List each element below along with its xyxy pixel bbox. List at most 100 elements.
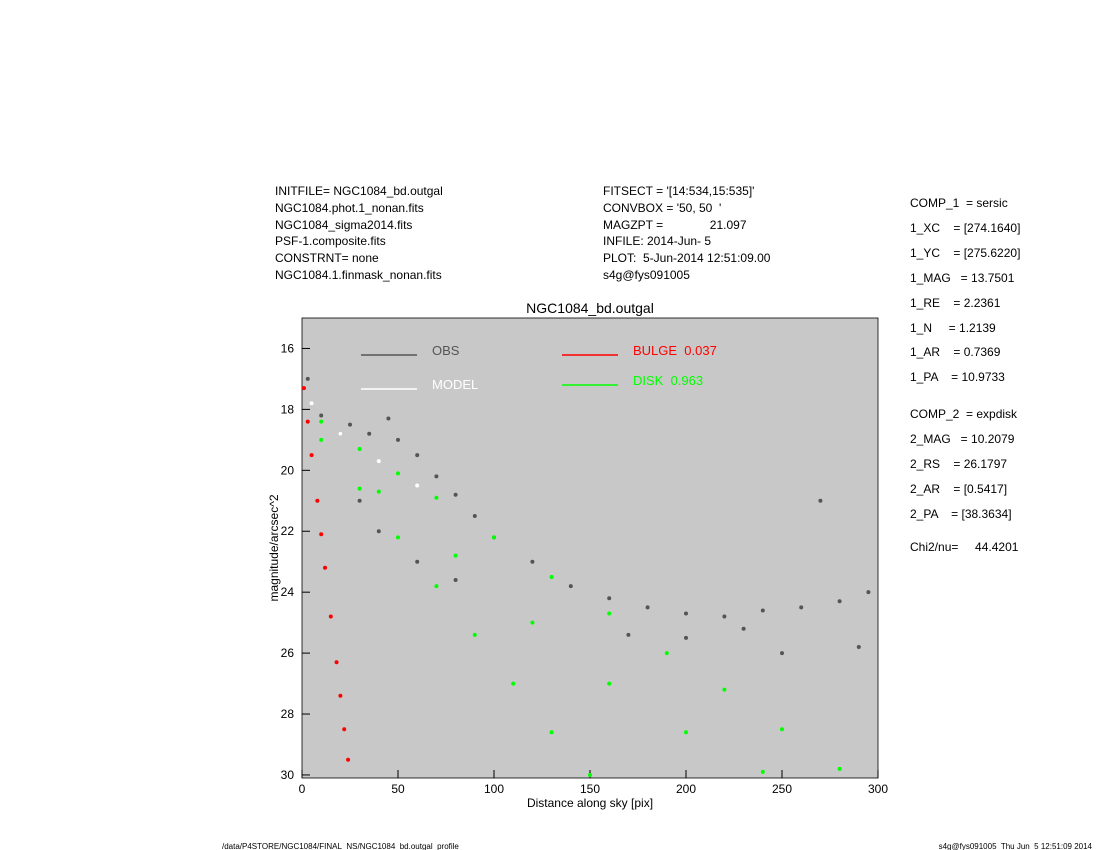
- y-axis-label: magnitude/arcsec^2: [267, 494, 281, 601]
- point: [472, 514, 477, 519]
- point: [376, 489, 381, 494]
- point: [319, 437, 324, 442]
- point: [315, 498, 320, 503]
- point: [511, 681, 516, 686]
- legend-label: MODEL: [432, 377, 478, 392]
- x-tick-label: 200: [676, 782, 696, 796]
- header-line: MAGZPT = 21.097: [603, 217, 747, 232]
- legend-label: BULGE 0.037: [633, 343, 717, 358]
- point: [492, 535, 496, 540]
- legend-label: OBS: [432, 343, 460, 358]
- point: [376, 459, 381, 464]
- x-tick-label: 150: [580, 782, 600, 796]
- point: [396, 535, 400, 540]
- point: [588, 772, 592, 777]
- point: [799, 605, 804, 610]
- x-tick-label: 50: [391, 782, 405, 796]
- point: [309, 453, 314, 458]
- y-tick-label: 18: [281, 402, 295, 416]
- x-tick-label: 250: [772, 782, 792, 796]
- point: [664, 651, 669, 656]
- header-line: PSF-1.composite.fits: [275, 234, 386, 249]
- point: [866, 590, 871, 595]
- point: [301, 386, 306, 391]
- point: [319, 413, 324, 418]
- y-tick-label: 16: [281, 341, 295, 355]
- header-line: NGC1084.1.finmask_nonan.fits: [275, 267, 442, 282]
- point: [645, 605, 650, 610]
- point: [684, 635, 688, 640]
- parameter: 1_XC = [274.1640]: [910, 220, 1021, 235]
- header-left: INITFILE= NGC1084_bd.outgal NGC1084.phot.…: [275, 183, 443, 284]
- point: [434, 474, 439, 479]
- point: [415, 559, 420, 564]
- point: [319, 532, 324, 537]
- point: [434, 584, 439, 589]
- point: [319, 419, 324, 424]
- point: [741, 626, 746, 631]
- parameter: 2_RS = 26.1797: [910, 456, 1008, 471]
- point: [549, 730, 554, 735]
- point: [367, 431, 372, 436]
- point: [309, 401, 314, 406]
- header-line: NGC1084.phot.1_nonan.fits: [275, 200, 424, 215]
- point: [386, 416, 391, 421]
- point: [607, 596, 612, 601]
- component-2: COMP_2 = expdisk 2_MAG = 10.2079 2_RS = 26…: [910, 402, 1017, 527]
- parameter: COMP_1 = sersic: [910, 196, 1008, 210]
- y-tick-label: 28: [281, 707, 295, 721]
- header-line: CONVBOX = '50, 50 ': [603, 200, 722, 215]
- point: [530, 559, 535, 564]
- parameter: 1_PA = 10.9733: [910, 370, 1005, 385]
- parameter: 2_AR = [0.5417]: [910, 481, 1008, 496]
- y-tick-label: 24: [281, 585, 295, 599]
- point: [334, 660, 339, 665]
- parameter: 2_MAG = 10.2079: [910, 431, 1015, 446]
- point: [323, 565, 328, 570]
- point: [530, 620, 535, 625]
- point: [434, 495, 439, 500]
- header-line: NGC1084_sigma2014.fits: [275, 217, 413, 232]
- point: [396, 471, 400, 476]
- x-axis-label: Distance along sky [pix]: [527, 796, 653, 810]
- point: [626, 632, 631, 637]
- point: [376, 529, 381, 534]
- legend-label: DISK 0.963: [633, 373, 703, 388]
- point: [760, 769, 765, 774]
- point: [396, 437, 400, 442]
- point: [684, 730, 688, 735]
- parameter: 1_RE = 2.2361: [910, 295, 1001, 310]
- point: [818, 498, 823, 503]
- point: [342, 727, 347, 732]
- parameter: 2_PA = [38.3634]: [910, 506, 1012, 521]
- point: [549, 574, 554, 579]
- parameter: 1_N = 1.2139: [910, 320, 996, 335]
- point: [346, 757, 351, 762]
- header-line: CONSTRNT= none: [275, 251, 379, 266]
- y-tick-label: 20: [281, 463, 295, 477]
- point: [568, 584, 573, 589]
- point: [415, 483, 420, 488]
- plot-area: [301, 317, 879, 779]
- point: [856, 645, 861, 650]
- point: [305, 419, 310, 424]
- point: [305, 376, 310, 381]
- header-line: PLOT: 5-Jun-2014 12:51:09.00: [603, 251, 771, 266]
- x-tick-label: 300: [868, 782, 888, 796]
- header-line: INFILE: 2014-Jun- 5: [603, 234, 712, 249]
- point: [780, 727, 784, 732]
- point: [837, 766, 842, 771]
- y-tick-label: 22: [281, 524, 295, 538]
- footer-right: s4g@fys091005 Thu Jun 5 12:51:09 2014: [938, 842, 1092, 850]
- parameter: 1_AR = 0.7369: [910, 345, 1001, 360]
- chart-title: NGC1084_bd.outgal: [526, 300, 654, 316]
- point: [607, 681, 612, 686]
- header-middle: FITSECT = '[14:534,15:535]' CONVBOX = '50…: [603, 183, 770, 284]
- point: [338, 693, 343, 698]
- point: [780, 651, 784, 656]
- point: [722, 687, 727, 692]
- parameter: 1_YC = [275.6220]: [910, 245, 1021, 260]
- point: [453, 553, 458, 558]
- header-line: INITFILE= NGC1084_bd.outgal: [275, 184, 443, 198]
